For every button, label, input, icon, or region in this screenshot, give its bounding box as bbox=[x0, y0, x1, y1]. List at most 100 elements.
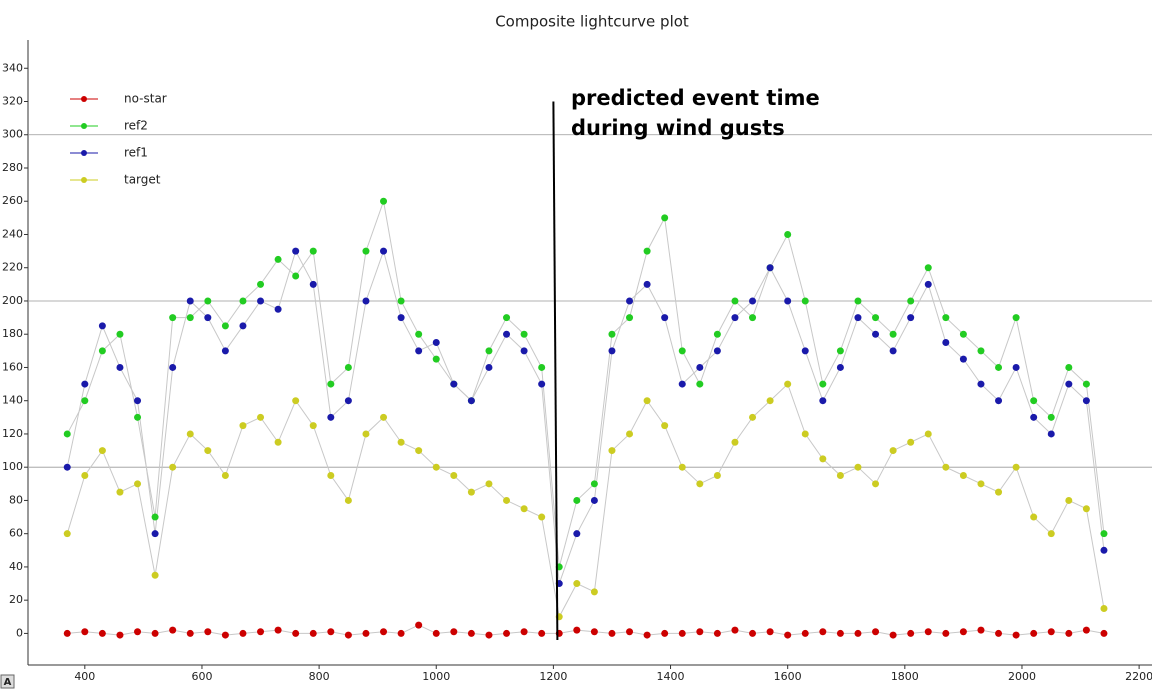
data-point bbox=[134, 413, 142, 421]
legend-marker bbox=[81, 96, 87, 102]
data-point bbox=[538, 363, 546, 371]
data-point bbox=[1030, 629, 1038, 637]
x-tick-label: 1000 bbox=[422, 670, 450, 683]
data-point bbox=[590, 628, 598, 636]
data-point bbox=[274, 626, 282, 634]
data-point bbox=[643, 631, 651, 639]
data-point bbox=[186, 297, 194, 305]
data-point bbox=[257, 280, 265, 288]
y-tick-label: 200 bbox=[2, 294, 23, 307]
data-point bbox=[819, 628, 827, 636]
data-point bbox=[731, 626, 739, 634]
y-tick-label: 80 bbox=[9, 493, 23, 506]
data-point bbox=[380, 247, 388, 255]
data-point bbox=[485, 363, 493, 371]
data-point bbox=[608, 330, 616, 338]
data-point bbox=[661, 314, 669, 322]
data-point bbox=[169, 463, 177, 471]
data-point bbox=[766, 397, 774, 405]
data-point bbox=[257, 297, 265, 305]
legend-marker bbox=[81, 123, 87, 129]
data-point bbox=[907, 438, 915, 446]
data-point bbox=[116, 631, 124, 639]
data-point bbox=[1047, 530, 1055, 538]
data-point bbox=[344, 631, 352, 639]
data-point bbox=[643, 280, 651, 288]
data-point bbox=[274, 438, 282, 446]
data-point bbox=[713, 629, 721, 637]
x-tick-label: 2200 bbox=[1125, 670, 1152, 683]
y-tick-label: 240 bbox=[2, 227, 23, 240]
data-point bbox=[485, 347, 493, 355]
y-tick-label: 300 bbox=[2, 128, 23, 141]
y-tick-label: 140 bbox=[2, 394, 23, 407]
data-point bbox=[520, 347, 528, 355]
data-point bbox=[977, 347, 985, 355]
data-point bbox=[766, 264, 774, 272]
data-point bbox=[1012, 363, 1020, 371]
data-point bbox=[81, 380, 89, 388]
data-point bbox=[362, 629, 370, 637]
data-point bbox=[362, 430, 370, 438]
data-point bbox=[959, 330, 967, 338]
data-point bbox=[415, 621, 423, 629]
data-point bbox=[186, 430, 194, 438]
data-point bbox=[1100, 629, 1108, 637]
legend-label: ref2 bbox=[124, 119, 148, 133]
data-point bbox=[327, 380, 335, 388]
data-point bbox=[503, 629, 511, 637]
data-point bbox=[959, 355, 967, 363]
data-point bbox=[98, 629, 106, 637]
data-point bbox=[573, 626, 581, 634]
data-point bbox=[661, 422, 669, 430]
data-point bbox=[151, 513, 159, 521]
data-point bbox=[221, 472, 229, 480]
data-point bbox=[450, 472, 458, 480]
x-tick-label: 1400 bbox=[657, 670, 685, 683]
data-point bbox=[819, 397, 827, 405]
data-point bbox=[134, 397, 142, 405]
data-point bbox=[63, 463, 71, 471]
data-point bbox=[924, 280, 932, 288]
data-point bbox=[467, 488, 475, 496]
data-point bbox=[854, 297, 862, 305]
data-point bbox=[784, 230, 792, 238]
data-point bbox=[713, 347, 721, 355]
data-point bbox=[924, 264, 932, 272]
data-point bbox=[450, 628, 458, 636]
data-point bbox=[239, 422, 247, 430]
data-point bbox=[678, 463, 686, 471]
data-point bbox=[257, 628, 265, 636]
data-point bbox=[713, 472, 721, 480]
data-point bbox=[485, 631, 493, 639]
data-point bbox=[573, 496, 581, 504]
annotation-line bbox=[552, 101, 559, 641]
data-point bbox=[151, 530, 159, 538]
data-point bbox=[274, 255, 282, 263]
series-line bbox=[66, 383, 1105, 619]
data-point bbox=[626, 430, 634, 438]
data-point bbox=[590, 496, 598, 504]
data-point bbox=[116, 488, 124, 496]
data-point bbox=[151, 571, 159, 579]
y-tick-label: 260 bbox=[2, 194, 23, 207]
data-point bbox=[626, 314, 634, 322]
data-point bbox=[977, 480, 985, 488]
data-point bbox=[1065, 629, 1073, 637]
data-point bbox=[520, 628, 528, 636]
x-tick-label: 1600 bbox=[774, 670, 802, 683]
data-point bbox=[98, 347, 106, 355]
legend-label: target bbox=[124, 173, 161, 187]
data-point bbox=[380, 628, 388, 636]
data-point bbox=[81, 472, 89, 480]
data-point bbox=[889, 631, 897, 639]
data-point bbox=[661, 214, 669, 222]
x-tick-label: 400 bbox=[74, 670, 95, 683]
data-point bbox=[63, 430, 71, 438]
data-point bbox=[344, 397, 352, 405]
data-point bbox=[1065, 380, 1073, 388]
data-point bbox=[801, 629, 809, 637]
data-point bbox=[538, 380, 546, 388]
data-point bbox=[854, 314, 862, 322]
